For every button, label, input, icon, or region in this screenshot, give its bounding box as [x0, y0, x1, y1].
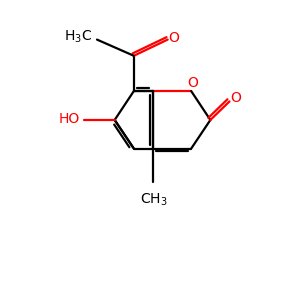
Text: O: O [169, 31, 180, 45]
Text: CH$_3$: CH$_3$ [140, 191, 167, 208]
Text: O: O [230, 91, 242, 105]
Text: H$_3$C: H$_3$C [64, 28, 92, 45]
Text: O: O [187, 76, 198, 90]
Text: HO: HO [59, 112, 80, 126]
